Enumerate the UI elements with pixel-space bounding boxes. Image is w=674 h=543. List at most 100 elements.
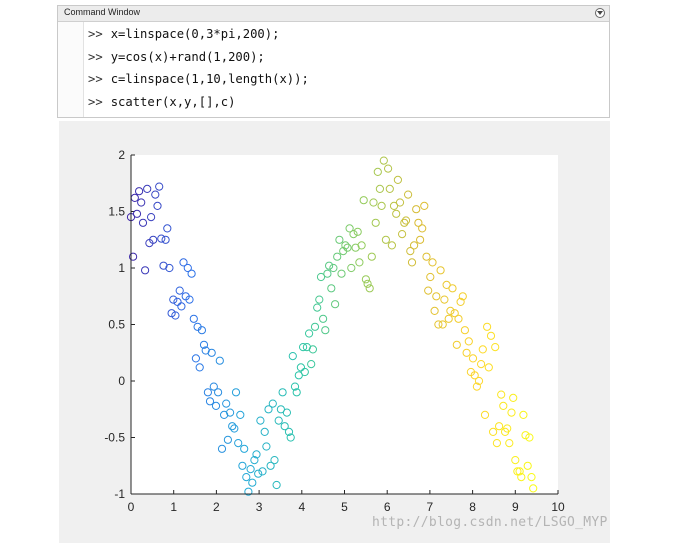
scatter-point (357, 241, 366, 250)
scatter-point (305, 329, 314, 338)
scatter-point (492, 439, 501, 448)
scatter-point (333, 252, 342, 261)
figure-window[interactable]: 0 1 2 3 4 5 6 7 8 9 10 -1 -0.5 0 0.5 1 1.5 2 (59, 121, 610, 543)
scatter-point (505, 439, 514, 448)
command-window[interactable]: Command Window >> x=linspace(0,3*pi,200);… (57, 5, 610, 118)
scatter-point (456, 297, 465, 306)
scatter-point (503, 424, 512, 433)
scatter-point (310, 322, 320, 331)
scatter-point (135, 187, 144, 196)
scatter-point (231, 388, 241, 397)
y-tick-label: -0.5 (104, 431, 125, 445)
scatter-point (398, 230, 407, 239)
scatter-point (359, 196, 368, 205)
plot-area[interactable] (131, 155, 558, 494)
scatter-point (426, 272, 435, 282)
scatter-point (315, 295, 324, 304)
command-line[interactable]: >> c=linspace(1,10,length(x)); (88, 72, 309, 95)
scatter-point (369, 198, 378, 207)
chevron-down-circle-icon[interactable] (595, 8, 605, 18)
scatter-point (260, 427, 269, 436)
scatter-point (199, 340, 209, 349)
scatter-point (521, 431, 530, 440)
command-window-titlebar: Command Window (58, 6, 609, 22)
scatter-point (335, 235, 344, 244)
scatter-point (484, 363, 493, 372)
scatter-point (185, 295, 194, 304)
scatter-point (177, 302, 186, 311)
command-line[interactable]: >> scatter(x,y,[],c) (88, 95, 309, 118)
y-tick-label: 2 (118, 148, 125, 162)
x-tick-label: 2 (213, 500, 220, 514)
scatter-point (143, 184, 152, 194)
scatter-point (377, 201, 386, 211)
scatter-point (207, 348, 216, 357)
scatter-point (256, 416, 265, 425)
x-tick-label: 3 (256, 500, 263, 514)
scatter-point (169, 295, 178, 304)
scatter-point (138, 218, 148, 227)
scatter-point (327, 284, 336, 293)
x-tick-label: 0 (128, 500, 135, 514)
command-history[interactable]: >> x=linspace(0,3*pi,200); >> y=cos(x)+ran… (88, 27, 309, 117)
scatter-point (460, 326, 469, 335)
x-tick-label: 7 (427, 500, 434, 514)
scatter-point (246, 465, 255, 474)
scatter-point (319, 314, 328, 323)
scatter-point (527, 473, 536, 482)
scatter-point (480, 410, 490, 419)
scatter-point (163, 224, 172, 233)
scatter-point (223, 435, 232, 444)
scatter-point (272, 480, 281, 490)
x-tick-label: 4 (298, 500, 305, 514)
y-tick-label: -1 (114, 487, 125, 501)
scatter-point (428, 258, 437, 267)
scatter-point (331, 300, 340, 309)
x-tick-label: 10 (551, 500, 565, 514)
scatter-point (477, 360, 486, 369)
command-line[interactable]: >> y=cos(x)+rand(1,200); (88, 50, 309, 73)
command-text: scatter(x,y,[],c) (110, 94, 236, 109)
y-tick-label: 1 (118, 261, 125, 275)
scatter-point (446, 306, 455, 315)
command-window-title: Command Window (64, 7, 141, 17)
y-tick-label: 0 (118, 374, 125, 388)
scatter-point (248, 478, 257, 487)
x-tick-label: 5 (341, 500, 348, 514)
scatter-point (264, 405, 273, 414)
scatter-point (511, 456, 520, 465)
scatter-point (486, 331, 496, 340)
scatter-point (179, 258, 188, 267)
scatter-point (448, 284, 457, 293)
scatter-point (434, 320, 443, 329)
scatter-point (355, 258, 364, 267)
scatter-point (341, 241, 350, 250)
scatter-point (230, 424, 239, 433)
scatter-point (217, 444, 227, 453)
scatter-point (292, 388, 301, 397)
scatter-point (345, 224, 354, 233)
scatter-point (395, 198, 405, 207)
scatter-point (155, 182, 164, 191)
scatter-point (393, 175, 402, 185)
scatter-point (234, 439, 243, 448)
scatter-point (375, 184, 384, 194)
scatter-point (300, 367, 309, 377)
command-line[interactable]: >> x=linspace(0,3*pi,200); (88, 27, 309, 50)
scatter-point (363, 279, 372, 288)
x-tick-label: 6 (384, 500, 391, 514)
scatter-point (519, 410, 528, 419)
scatter-point (422, 252, 431, 261)
scatter-point (497, 390, 506, 399)
scatter-point (478, 345, 487, 354)
scatter-point (288, 352, 297, 361)
scatter-point (258, 467, 267, 476)
scatter-point (211, 401, 221, 410)
y-tick-label: 1.5 (108, 205, 125, 219)
scatter-point (389, 201, 399, 211)
scatter-point (371, 218, 380, 227)
scatter-plot[interactable]: 0 1 2 3 4 5 6 7 8 9 10 -1 -0.5 0 0.5 1 1.5 2 (59, 121, 610, 543)
scatter-point (343, 243, 352, 252)
scatter-point (307, 360, 316, 369)
scatter-point (242, 473, 251, 482)
